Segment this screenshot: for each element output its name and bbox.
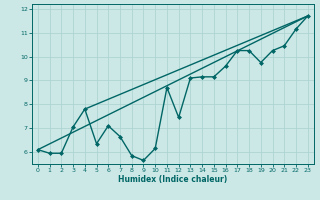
X-axis label: Humidex (Indice chaleur): Humidex (Indice chaleur) <box>118 175 228 184</box>
